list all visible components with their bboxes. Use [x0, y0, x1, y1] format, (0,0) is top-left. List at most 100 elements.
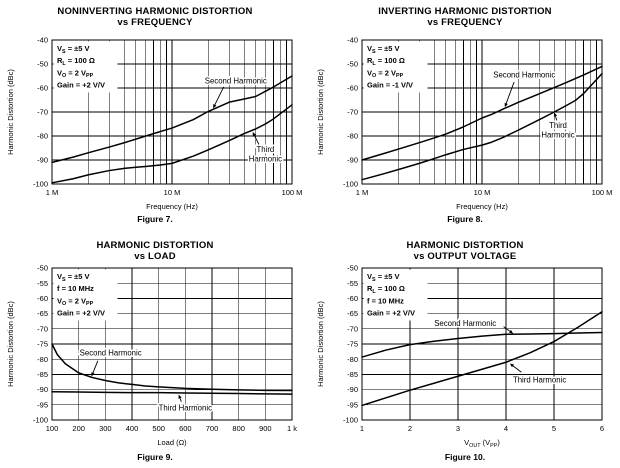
y-tick-label: -70 — [347, 108, 358, 117]
x-tick-label: 10 M — [164, 188, 181, 197]
y-axis-label: Harmonic Distortion (dBc) — [316, 69, 325, 155]
x-tick-label: 400 — [126, 424, 139, 433]
y-tick-label: -95 — [37, 400, 48, 409]
third-harmonic-curve — [51, 390, 293, 395]
second-harmonic-curve — [361, 65, 603, 161]
label-arrow-line — [92, 360, 99, 373]
figure-7-panel: NONINVERTING HARMONIC DISTORTION vs FREQ… — [0, 0, 310, 234]
x-tick-label: 3 — [456, 424, 460, 433]
curve-label-text: Third — [549, 121, 567, 130]
third-harmonic-curve — [361, 72, 603, 181]
figure-9-title-line1: HARMONIC DISTORTION — [96, 240, 214, 251]
condition-line: RL = 100 Ω — [367, 284, 405, 295]
curve-label-text: Second Harmonic — [434, 319, 496, 328]
third-harmonic-curve — [361, 311, 603, 407]
y-tick-label: -90 — [347, 156, 358, 165]
curve-label-text: Third — [256, 145, 274, 154]
figure-8-caption: Figure 8. — [447, 214, 483, 224]
curve-label-text: Harmonic — [249, 154, 282, 163]
figure-7-caption: Figure 7. — [137, 214, 173, 224]
curve-label: Second Harmonic — [433, 318, 514, 334]
test-conditions: VS = ±5 VRL = 100 Ωf = 10 MHz Gain = +2 V… — [363, 269, 428, 321]
figure-10-title-line1: HARMONIC DISTORTION — [406, 240, 524, 251]
y-tick-label: -70 — [37, 324, 48, 333]
y-axis-label: Harmonic Distortion (dBc) — [6, 69, 15, 155]
y-tick-label: -40 — [347, 36, 358, 45]
x-tick-label: 4 — [504, 424, 508, 433]
y-tick-label: -75 — [37, 340, 48, 349]
x-tick-label: 1 M — [46, 188, 59, 197]
x-tick-label: 200 — [72, 424, 85, 433]
x-tick-label: 100 — [46, 424, 59, 433]
label-arrow-head — [252, 131, 256, 137]
figure-8-title-line1: INVERTING HARMONIC DISTORTION — [378, 6, 552, 17]
test-conditions: VS = ±5 VRL = 100 ΩVO = 2 VPP Gain = -1 V… — [363, 41, 428, 93]
condition-line: Gain = -1 V/V — [367, 81, 413, 90]
label-arrow-head — [178, 394, 182, 399]
condition-line: RL = 100 Ω — [367, 56, 405, 67]
y-tick-label: -80 — [37, 132, 48, 141]
curve-label: Second Harmonic — [78, 347, 143, 377]
curve-label-text: Second Harmonic — [493, 70, 555, 79]
condition-line: Gain = +2 V/V — [367, 309, 415, 318]
y-tick-label: -80 — [347, 355, 358, 364]
figure-10-title: HARMONIC DISTORTION vs OUTPUT VOLTAGE — [310, 240, 620, 262]
x-tick-label: 700 — [206, 424, 219, 433]
condition-line: VS = ±5 V — [57, 44, 90, 55]
figure-8-panel: INVERTING HARMONIC DISTORTION vs FREQUEN… — [310, 0, 620, 234]
condition-line: VO = 2 VPP — [367, 68, 404, 79]
curve-label-text: Second Harmonic — [80, 349, 142, 358]
figure-9-caption: Figure 9. — [137, 452, 173, 462]
figure-9-title: HARMONIC DISTORTION vs LOAD — [0, 240, 310, 262]
condition-line: VS = ±5 V — [367, 272, 400, 283]
y-tick-label: -100 — [33, 416, 48, 425]
curve-label: Third Harmonic — [157, 394, 214, 414]
x-axis-label: Frequency (Hz) — [146, 202, 198, 211]
figure-7-title-line2: vs FREQUENCY — [117, 16, 193, 28]
label-arrow-line — [555, 116, 558, 121]
figure-9-title-line2: vs LOAD — [134, 250, 176, 262]
y-tick-label: -70 — [347, 324, 358, 333]
label-arrow-line — [505, 81, 515, 104]
x-tick-label: 800 — [232, 424, 245, 433]
label-arrow-line — [214, 86, 225, 106]
x-axis-label: Load (Ω) — [157, 438, 187, 447]
y-tick-label: -50 — [37, 264, 48, 273]
third-harmonic-curve — [51, 104, 293, 184]
second-harmonic-curve — [51, 75, 293, 164]
condition-line: f = 10 MHz — [367, 296, 404, 305]
x-tick-label: 100 M — [282, 188, 303, 197]
y-tick-label: -60 — [37, 294, 48, 303]
plot-border — [361, 267, 603, 421]
y-tick-label: -70 — [37, 108, 48, 117]
condition-line: Gain = +2 V/V — [57, 81, 105, 90]
figure-10-plot: VS = ±5 VRL = 100 Ωf = 10 MHz Gain = +2 V… — [316, 264, 604, 449]
label-arrow-line — [503, 326, 511, 332]
curve-label: Third Harmonic — [509, 363, 568, 386]
label-arrow-head — [508, 329, 514, 334]
second-harmonic-curve — [51, 343, 293, 392]
y-tick-label: -90 — [37, 156, 48, 165]
test-conditions: VS = ±5 Vf = 10 MHz VO = 2 VPP Gain = +2 V… — [53, 269, 118, 321]
y-tick-label: -55 — [37, 279, 48, 288]
second-harmonic-curve — [361, 331, 603, 358]
x-tick-label: 500 — [152, 424, 165, 433]
curve-label: Second Harmonic — [492, 69, 557, 108]
figure-10-caption: Figure 10. — [444, 452, 486, 462]
figure-10-title-line2: vs OUTPUT VOLTAGE — [413, 250, 517, 262]
condition-line: VS = ±5 V — [57, 272, 90, 283]
label-arrow-line — [254, 135, 260, 145]
y-tick-label: -50 — [347, 264, 358, 273]
curve-label: Second Harmonic — [203, 75, 268, 109]
curve-label-text: Second Harmonic — [205, 76, 267, 85]
y-tick-label: -90 — [37, 385, 48, 394]
figure-7-plot: VS = ±5 VRL = 100 ΩVO = 2 VPP Gain = +2 V… — [6, 36, 302, 211]
figure-9-plot: VS = ±5 Vf = 10 MHz VO = 2 VPP Gain = +2 V… — [6, 264, 297, 447]
x-tick-label: 900 — [259, 424, 272, 433]
